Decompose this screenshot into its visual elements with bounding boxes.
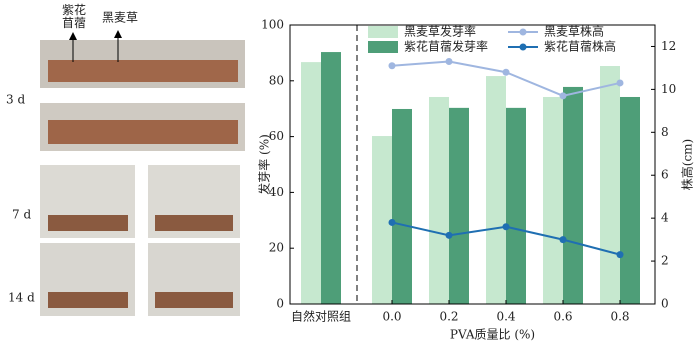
photo (48, 292, 128, 308)
y-tick-label: 100 (261, 18, 284, 32)
x-tick-label: 0.4 (496, 310, 515, 324)
bar (301, 62, 321, 305)
x-tick-label: 0.2 (439, 310, 458, 324)
photo (155, 292, 233, 308)
bar (486, 76, 506, 304)
photo-panel: 紫花苜蓿 黑麦草 3 d 7 d 14 d (6, 2, 245, 316)
bar (506, 107, 526, 304)
bar (543, 96, 563, 305)
point (616, 251, 624, 259)
y-tick-label: 60 (269, 129, 284, 143)
plot-frame (289, 24, 656, 305)
bar (429, 96, 449, 305)
legend-label: 黑麦草株高 (544, 24, 604, 39)
y2-tick-label: 12 (661, 39, 676, 53)
point (502, 68, 510, 76)
day-label: 3 d (6, 93, 25, 107)
legend-label: 紫花苜蓿株高 (544, 39, 616, 54)
point (388, 62, 396, 70)
x-tick-label: 0.6 (553, 310, 572, 324)
y2-tick-label: 8 (661, 125, 669, 139)
bar (563, 86, 583, 304)
y2-tick-label: 4 (661, 211, 669, 225)
y-tick-label: 40 (269, 185, 284, 199)
point (616, 79, 624, 87)
bar (372, 136, 392, 304)
legend-swatch (368, 41, 398, 53)
y2-axis-label: 株高(cm) (680, 139, 695, 190)
bar (620, 96, 640, 305)
photo (48, 60, 238, 82)
legend-swatch (519, 43, 527, 51)
day-label: 14 d (8, 291, 35, 305)
y2-tick-label: 2 (661, 254, 669, 268)
y-tick-label: 0 (276, 297, 284, 311)
y2-tick-label: 0 (661, 297, 669, 311)
point (559, 236, 567, 244)
legend-label: 紫花苜蓿发芽率 (404, 39, 488, 54)
y-axis-label: 发芽率 (%) (257, 134, 272, 195)
legend-label: 黑麦草发芽率 (404, 24, 476, 39)
day-label: 7 d (12, 208, 31, 222)
point (502, 223, 510, 231)
photo (155, 215, 233, 231)
legend-swatch (368, 26, 398, 38)
label-line: 苜蓿 (62, 16, 86, 30)
y-tick-label: 80 (269, 73, 284, 87)
chart: 0 20 40 60 80 100 0 2 4 6 8 10 12 自然对照组 0.0 0.2 0.4 0.6 0.… (257, 18, 695, 342)
bar (600, 66, 620, 304)
point (388, 218, 396, 226)
point (445, 57, 453, 65)
photo-label: 紫花苜蓿 (62, 2, 86, 30)
x-tick-label: 0.8 (610, 310, 629, 324)
y2-tick-label: 10 (661, 82, 676, 96)
bar (449, 107, 469, 304)
x-axis-label: PVA质量比 (%) (450, 328, 535, 342)
point (559, 92, 567, 100)
photo (48, 120, 238, 144)
x-tick-label: 自然对照组 (291, 309, 351, 324)
photo (48, 215, 128, 231)
arrow-head (114, 30, 122, 38)
point (445, 231, 453, 239)
bar (321, 52, 341, 304)
legend-swatch (519, 28, 527, 36)
y-tick-label: 20 (269, 241, 284, 255)
x-tick-label: 0.0 (382, 310, 401, 324)
bar (392, 108, 412, 304)
photo-label: 黑麦草 (102, 11, 138, 25)
y2-tick-label: 6 (661, 168, 669, 182)
label-line: 紫花 (62, 2, 86, 17)
arrow-head (69, 32, 77, 40)
